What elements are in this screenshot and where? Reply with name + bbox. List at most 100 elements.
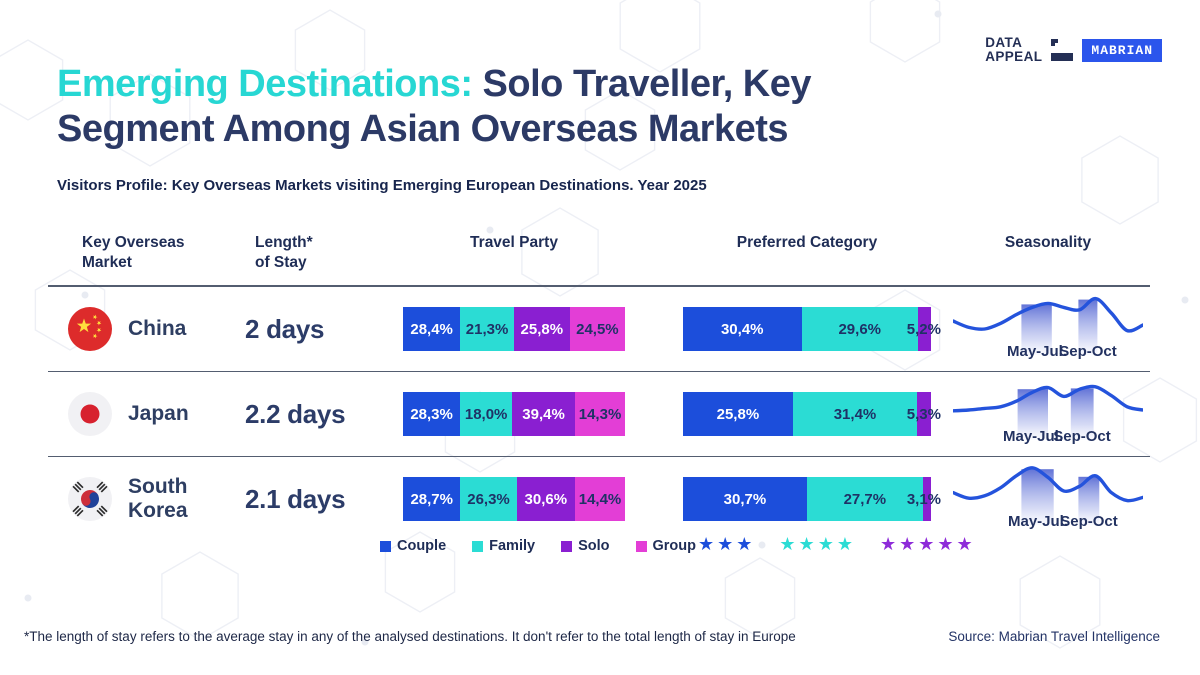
market-cell-south-korea: South Korea — [48, 475, 243, 523]
legend-item-family: Family — [472, 538, 535, 554]
travel-party-legend: Couple Family Solo Group — [380, 538, 696, 554]
hexagon-decoration — [724, 557, 796, 639]
travel-party-bar: 28,7% 26,3% 30,6% 14,4% — [403, 477, 626, 521]
seasonality-curve — [953, 466, 1143, 503]
seasonality-period-label: Sep-Oct — [1053, 428, 1111, 445]
segment-value-label: 5,2% — [906, 320, 941, 338]
table-row: Japan 2.2 days 28,3% 18,0% 39,4% 14,3% 25,8… — [0, 372, 1200, 456]
travel-party-bar: 28,4% 21,3% 25,8% 24,5% — [403, 307, 625, 351]
hotel-category-stars-legend: ★★★ ★★★★ ★★★★★ — [698, 534, 976, 556]
dot-decoration — [24, 594, 32, 602]
seasonality-band — [1078, 476, 1100, 525]
hexagon-decoration — [0, 39, 64, 121]
row-divider — [48, 456, 1150, 457]
segment-value-label: 28,7% — [410, 490, 453, 508]
title-highlight: Emerging Destinations: — [57, 63, 473, 105]
segment-value-label: 28,3% — [410, 405, 453, 423]
subtitle: Visitors Profile: Key Overseas Markets v… — [57, 177, 707, 194]
legend-swatch-group — [635, 540, 647, 552]
bar-segment-5-stars: 3,1% — [907, 477, 941, 521]
seasonality-line-chart — [953, 384, 1143, 440]
data-appeal-logo-icon — [1051, 39, 1074, 62]
segment-value-label: 30,7% — [723, 490, 767, 508]
segment-value-label: 3,1% — [906, 490, 942, 508]
title-rest: Solo Traveller, Key — [472, 63, 812, 105]
market-cell-japan: Japan — [48, 392, 243, 436]
bar-segment-4-stars: 27,7% — [806, 477, 923, 521]
hexagon-decoration — [161, 551, 239, 641]
preferred-category-bar: 30,4% 29,6% 5,2% — [683, 307, 941, 351]
bar-segment-family: 26,3% — [460, 477, 517, 521]
bar-segment-couple: 28,3% — [403, 392, 461, 436]
bar-segment-5-stars: 5,3% — [907, 392, 941, 436]
table-row: South Korea 2.1 days 28,7% 26,3% 30,6% 14,4… — [0, 457, 1200, 541]
length-of-stay: 2.2 days — [245, 398, 346, 429]
seasonality-chart: May-Jul. Sep-Oct — [953, 287, 1153, 371]
bar-segment-4-stars: 29,6% — [801, 307, 918, 351]
travel-party-bar: 28,3% 18,0% 39,4% 14,3% — [403, 392, 625, 436]
brand-logo: DATA APPEAL MABRIAN — [985, 35, 1162, 64]
5-star-rating-icon: ★★★★★ — [879, 534, 976, 554]
bar-segment-3-stars: 30,7% — [683, 477, 807, 521]
bar-segment-couple: 28,7% — [403, 477, 461, 521]
bar-segment-4-stars: 31,4% — [792, 392, 918, 436]
seasonality-band — [1078, 299, 1098, 355]
footnote: *The length of stay refers to the averag… — [24, 629, 796, 644]
source-credit: Source: Mabrian Travel Intelligence — [948, 629, 1160, 644]
seasonality-curve — [953, 296, 1143, 333]
bar-segment-family: 18,0% — [460, 392, 513, 436]
column-header-market: Key Overseas Market — [82, 234, 185, 272]
market-name: China — [128, 316, 187, 340]
bar-segment-3-stars: 30,4% — [683, 307, 802, 351]
segment-value-label: 18,0% — [464, 405, 508, 423]
legend-label: Family — [489, 538, 536, 554]
seasonality-chart: May-Jul. Sep-Oct — [953, 457, 1153, 541]
bar-segment-group: 24,5% — [569, 307, 625, 351]
segment-value-label: 26,3% — [467, 490, 510, 508]
data-appeal-wordmark: DATA APPEAL — [985, 35, 1042, 64]
seasonality-line-chart — [953, 466, 1143, 525]
header-divider — [48, 285, 1150, 287]
bar-segment-solo: 39,4% — [512, 392, 576, 436]
seasonality-period-label: May-Jul. — [1007, 513, 1069, 530]
row-divider — [48, 371, 1150, 372]
legend-swatch-family — [472, 540, 484, 552]
preferred-category-bar: 25,8% 31,4% 5,3% — [683, 392, 941, 436]
bar-segment-couple: 28,4% — [403, 307, 461, 351]
3-star-rating-icon: ★★★ — [698, 534, 756, 554]
column-header-length: Length* of Stay — [255, 234, 313, 272]
title-line2: Segment Among Asian Overseas Markets — [57, 107, 789, 150]
hexagon-decoration — [869, 0, 941, 63]
mabrian-badge: MABRIAN — [1082, 38, 1162, 62]
seasonality-period-label: May-Jul. — [1006, 343, 1068, 360]
legend-item-couple: Couple — [380, 538, 446, 554]
length-of-stay: 2.1 days — [245, 483, 346, 514]
seasonality-chart: May-Jul. Sep-Oct — [953, 372, 1153, 456]
length-of-stay: 2 days — [245, 313, 325, 344]
market-cell-china: China — [48, 307, 243, 351]
legend-label: Group — [652, 538, 697, 554]
page-title: Emerging Destinations: Solo Traveller, K… — [57, 62, 1017, 152]
south-korea-flag-icon — [68, 477, 112, 521]
legend-label: Couple — [397, 538, 447, 554]
bar-segment-solo: 25,8% — [513, 307, 570, 351]
seasonality-band — [1070, 388, 1094, 440]
segment-value-label: 14,3% — [578, 405, 622, 423]
bar-segment-family: 21,3% — [460, 307, 514, 351]
legend-item-group: Group — [635, 538, 697, 554]
market-name: Japan — [128, 401, 189, 425]
segment-value-label: 29,6% — [838, 320, 882, 338]
segment-value-label: 30,6% — [524, 490, 568, 508]
preferred-category-bar: 30,7% 27,7% 3,1% — [683, 477, 941, 521]
segment-value-label: 21,3% — [465, 320, 509, 338]
segment-value-label: 31,4% — [833, 405, 877, 423]
bar-segment-5-stars: 5,2% — [907, 307, 941, 351]
japan-flag-icon — [68, 392, 112, 436]
table-row: China 2 days 28,4% 21,3% 25,8% 24,5% 30,4% 2… — [0, 287, 1200, 371]
column-header-travel-party: Travel Party — [470, 234, 558, 251]
segment-value-label: 25,8% — [520, 320, 564, 338]
segment-value-label: 28,4% — [410, 320, 453, 338]
bar-segment-group: 14,4% — [575, 477, 626, 521]
visitors-profile-table: Key Overseas Market Length* of Stay Trav… — [0, 225, 1200, 541]
